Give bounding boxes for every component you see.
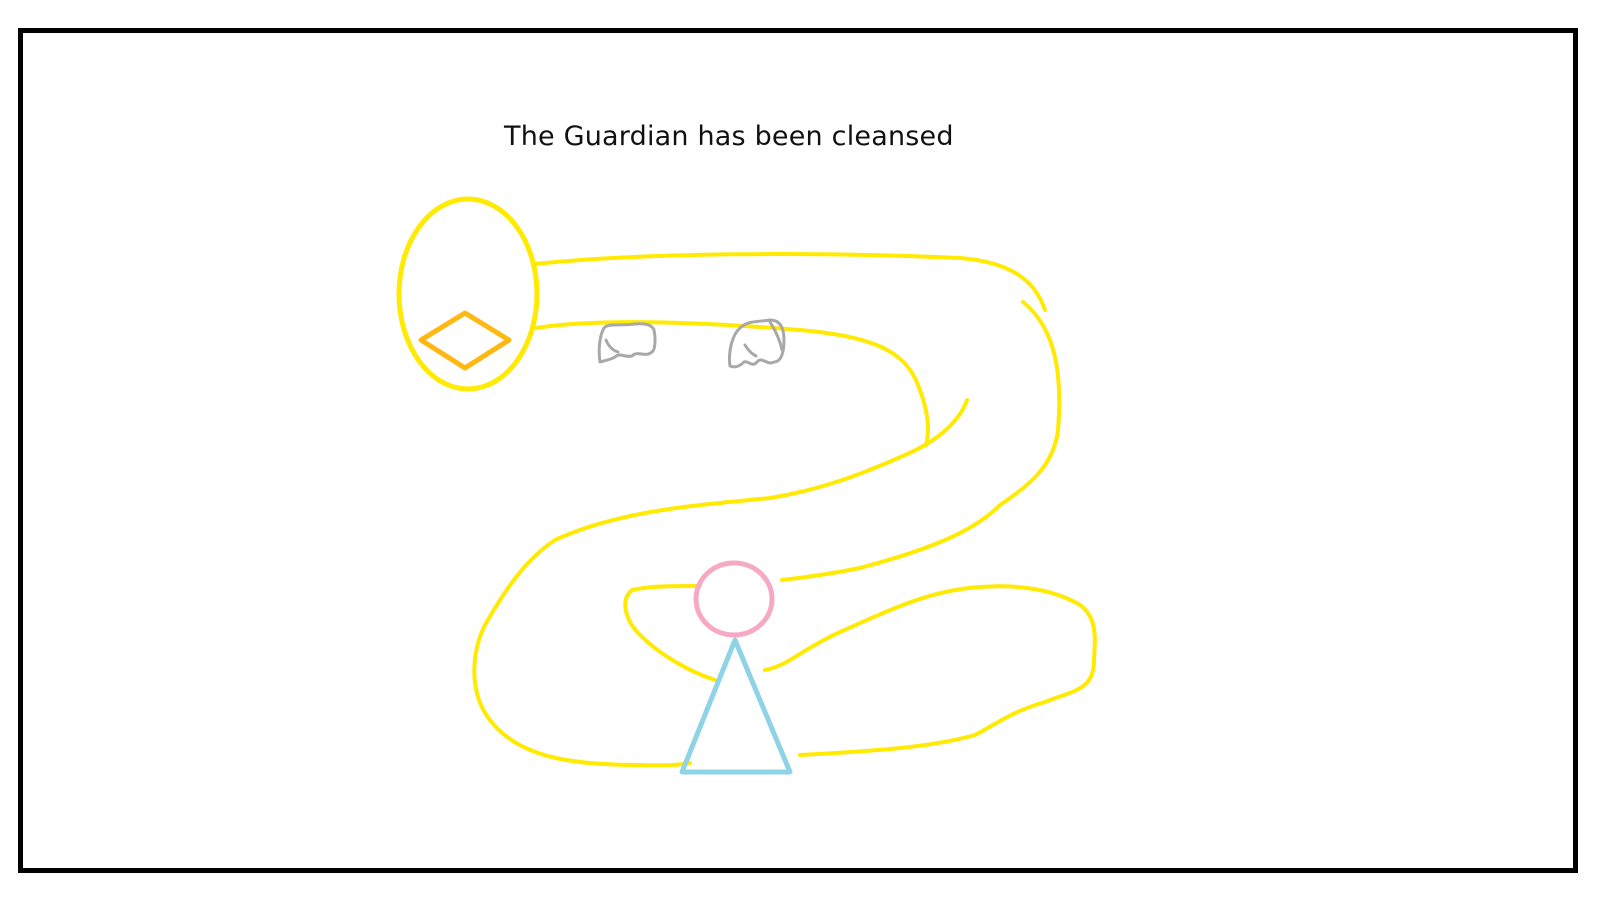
path-edge-lower-loop [763, 584, 1097, 757]
path-edge-outer-right [780, 300, 1062, 582]
path-edge-middle [472, 398, 969, 768]
path-edge-inner-top [534, 320, 930, 447]
status-message: The Guardian has been cleansed [504, 121, 954, 152]
game-frame [18, 28, 1578, 873]
ghost-icon [728, 318, 786, 369]
winding-path [472, 252, 1097, 768]
player-body-triangle-icon [679, 637, 793, 775]
path-edge-outer-top [533, 252, 1047, 312]
crystal-diamond-icon [418, 310, 512, 371]
goal-portal-icon [396, 196, 540, 392]
player-head-icon [693, 560, 775, 638]
ghost-icon [597, 322, 657, 364]
path-edge-inner-loop [623, 584, 717, 682]
